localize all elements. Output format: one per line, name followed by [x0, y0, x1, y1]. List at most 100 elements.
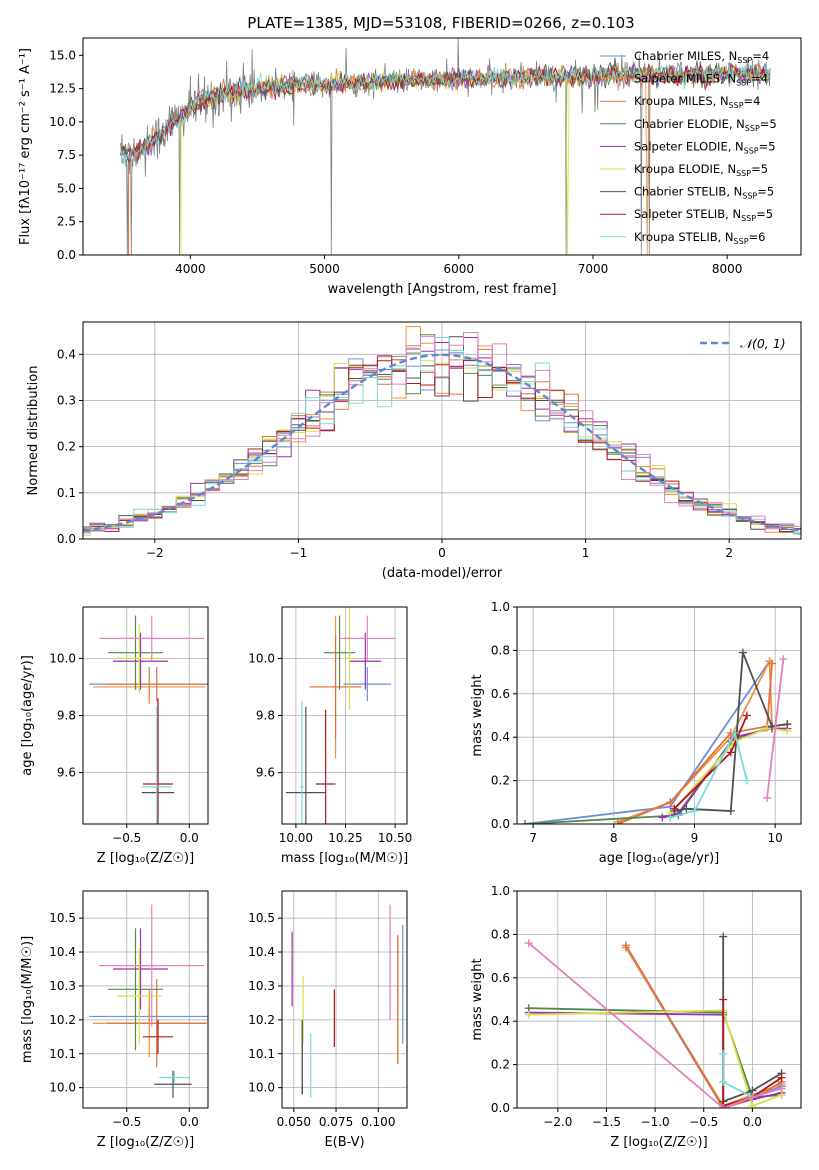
y-tick-label: 0.2 — [491, 774, 510, 788]
x-tick-label: 8 — [610, 831, 618, 845]
y-tick-label: 9.6 — [57, 766, 76, 780]
y-tick-label: 0.4 — [491, 1014, 510, 1028]
legend-entry: Salpeter MILES, NSSP=4 — [634, 72, 768, 88]
x-tick-label: 10.50 — [378, 831, 412, 845]
axes-frame — [516, 890, 802, 1109]
axes-frame — [281, 890, 408, 1109]
y-tick-label: 0.4 — [491, 730, 510, 744]
y-tick-label: 10.2 — [248, 1013, 275, 1027]
x-axis-label: age [log₁₀(age/yr)] — [599, 851, 720, 866]
weight-series-line — [617, 657, 773, 823]
weight-point-marker — [726, 748, 735, 757]
axes-mass-vs-age: 10.00 10.25 10.50 9.6 9.8 10.0 mass [log₁₀(M/M… — [248, 606, 412, 866]
legend-subscript: SSP — [736, 169, 751, 178]
y-tick-label: 0.0 — [491, 1101, 510, 1115]
plot-area-ebv-vs-mass — [291, 904, 404, 1098]
grid-mass-vs-age — [282, 607, 407, 824]
y-tick-label: 0.2 — [57, 440, 76, 454]
weight-point-marker — [719, 995, 728, 1004]
y-tick-label: 0.0 — [491, 817, 510, 831]
errorbar-point — [309, 635, 362, 739]
y-tick-label: 0.2 — [491, 1058, 510, 1072]
legend-value: =4 — [752, 49, 769, 63]
y-axis-label: mass [log₁₀(M/M☉)] — [20, 936, 35, 1063]
grid-z-vs-mass — [83, 891, 208, 1108]
errorbar-point — [99, 615, 205, 662]
errorbar-point — [341, 607, 358, 710]
x-axis-label: Z [log₁₀(Z/Z☉)] — [97, 851, 194, 866]
y-tick-label: 9.6 — [256, 766, 275, 780]
x-tick-label: −1.0 — [641, 1115, 670, 1129]
weight-point-marker — [666, 798, 675, 807]
x-tick-label: 5000 — [309, 262, 340, 276]
y-tick-label: 10.4 — [49, 945, 76, 959]
errorbar-point — [108, 928, 163, 1051]
plot-area-z-vs-weight — [524, 932, 786, 1108]
y-axis-label: Flux [fλ10⁻¹⁷ erg cm⁻² s⁻¹ A⁻¹] — [18, 48, 33, 245]
y-tick-label: 0.0 — [57, 248, 76, 262]
x-tick-label: 6000 — [444, 262, 475, 276]
weight-point-marker — [613, 820, 622, 824]
plot-area-age-vs-weight — [521, 648, 792, 824]
weight-series-line — [528, 942, 782, 1108]
legend-subscript: SSP — [744, 146, 759, 155]
weight-point-marker — [763, 793, 772, 802]
legend-entry: Kroupa MILES, NSSP=4 — [634, 94, 760, 110]
x-axis-label: (data-model)/error — [382, 566, 503, 581]
weight-point-marker — [719, 1049, 728, 1058]
legend-entry: Kroupa ELODIE, NSSP=5 — [634, 162, 768, 178]
errorbar-point — [113, 928, 168, 1010]
grid-z-vs-age — [83, 607, 208, 824]
errorbar-point — [106, 666, 207, 702]
legend-subscript: SSP — [741, 214, 756, 223]
axes-frame — [82, 37, 802, 256]
x-tick-label: 10.00 — [279, 831, 313, 845]
legend-entry: Salpeter ELODIE, NSSP=5 — [634, 139, 776, 155]
weight-point-marker — [748, 1093, 757, 1102]
errorbar-point — [323, 615, 356, 690]
legend-subscript: SSP — [742, 192, 757, 201]
y-axis-label: mass weight — [470, 958, 485, 1040]
legend-entry: Chabrier STELIB, NSSP=5 — [634, 185, 774, 201]
plot-area-mass-vs-age — [285, 607, 396, 824]
weight-point-marker — [719, 932, 728, 941]
y-tick-label: 10.0 — [49, 651, 76, 665]
errorbar-point — [113, 632, 168, 690]
x-tick-label: −0.5 — [112, 831, 141, 845]
errorbar-point — [343, 666, 392, 702]
errorbar-point — [285, 706, 326, 824]
y-tick-label: 9.8 — [57, 709, 76, 723]
legend-entry: Chabrier MILES, NSSP=4 — [634, 49, 769, 65]
y-axis-label: Normed distribution — [26, 366, 41, 496]
errorbar-point — [154, 1070, 192, 1098]
weight-point-marker — [658, 813, 667, 822]
weight-series-line — [625, 944, 782, 1108]
weight-point-marker — [719, 1077, 728, 1086]
weight-point-marker — [763, 724, 772, 733]
weight-point-marker — [521, 820, 530, 824]
errorbar-point — [141, 706, 172, 824]
x-tick-label: −2.0 — [543, 1115, 572, 1129]
legend-value: =5 — [756, 207, 773, 221]
x-tick-label: 7000 — [578, 262, 609, 276]
errorbar-point — [143, 1019, 173, 1054]
errorbar-point — [99, 904, 205, 1027]
y-tick-label: 10.3 — [49, 979, 76, 993]
normal-reference-curve — [83, 353, 801, 533]
weight-point-marker — [726, 806, 735, 815]
x-tick-label: 0.100 — [361, 1115, 395, 1129]
y-tick-label: 0.4 — [57, 347, 76, 361]
x-tick-label: −0.5 — [112, 1115, 141, 1129]
legend-value: =5 — [760, 117, 777, 131]
x-tick-label: 0.0 — [743, 1115, 762, 1129]
weight-series-line — [673, 715, 748, 810]
errorbar-point — [108, 615, 163, 690]
legend-entry: Kroupa STELIB, NSSP=6 — [634, 230, 765, 246]
x-tick-label: 0 — [438, 546, 446, 560]
weight-point-marker — [719, 1104, 728, 1108]
weight-series-line — [766, 658, 785, 799]
y-tick-label: 10.2 — [49, 1013, 76, 1027]
errorbar-point — [93, 669, 206, 705]
figure-title: PLATE=1385, MJD=53108, FIBERID=0266, z=0… — [247, 14, 634, 32]
x-axis-label: wavelength [Angstrom, rest frame] — [328, 282, 557, 297]
